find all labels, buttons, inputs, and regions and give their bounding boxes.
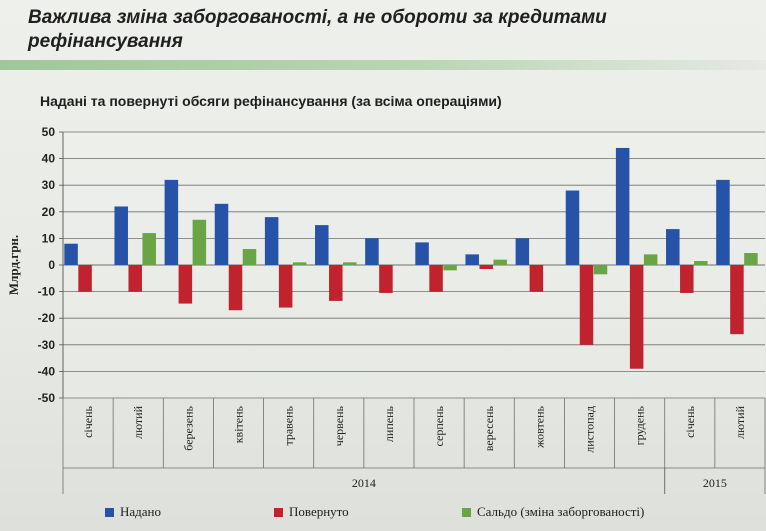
y-tick-label: 10 [42, 231, 56, 245]
x-tick-label: липень [382, 405, 396, 442]
bar-1 [64, 243, 78, 265]
x-tick-label: січень [81, 405, 95, 437]
y-tick-label: -20 [38, 311, 56, 325]
x-tick-label: січень [683, 405, 697, 437]
legend-item: Сальдо (зміна заборгованості) [462, 504, 644, 520]
y-tick-label: 0 [48, 258, 55, 272]
bar-1 [716, 179, 730, 265]
chart-title: Надані та повернуті обсяги рефінансуванн… [40, 93, 502, 109]
x-tick-label: серпень [432, 405, 446, 446]
legend-label: Сальдо (зміна заборгованості) [477, 504, 645, 519]
y-tick-label: -50 [38, 391, 56, 405]
x-tick-label: лютий [131, 405, 145, 438]
y-tick-label: 30 [42, 178, 56, 192]
y-tick-label: 40 [42, 152, 56, 166]
bar-3 [493, 259, 507, 265]
year-label: 2015 [703, 476, 727, 490]
x-tick-label: вересень [482, 405, 496, 451]
x-tick-label: листопад [583, 406, 597, 453]
x-tick-label: грудень [633, 405, 647, 445]
bar-3 [242, 249, 257, 265]
year-label: 2014 [352, 476, 376, 490]
bar-2 [529, 265, 544, 292]
bar-1 [515, 238, 530, 265]
bar-1 [264, 217, 279, 265]
bar-1 [114, 206, 128, 265]
y-tick-label: -30 [38, 338, 56, 352]
bar-1 [465, 254, 479, 265]
bar-1 [415, 242, 429, 265]
bar-2 [429, 265, 443, 292]
legend-swatch [462, 507, 471, 517]
bar-3 [292, 262, 307, 265]
bar-1 [565, 190, 580, 265]
bar-2 [78, 265, 92, 292]
legend-swatch [274, 507, 283, 517]
bar-3 [593, 265, 608, 275]
bar-3 [694, 261, 708, 265]
bar-3 [192, 219, 207, 265]
bar-2 [329, 265, 343, 301]
bar-1 [666, 229, 680, 265]
bar-2 [479, 265, 493, 269]
title-divider [0, 60, 766, 70]
bar-1 [315, 225, 329, 265]
bar-2 [680, 265, 694, 293]
bar-1 [365, 238, 379, 265]
x-tick-label: квітень [232, 405, 246, 443]
bar-1 [164, 179, 179, 265]
x-tick-label: червень [332, 405, 346, 446]
bar-3 [142, 233, 156, 265]
legend-label: Надано [120, 504, 161, 519]
legend-swatch [105, 507, 114, 517]
y-tick-label: 50 [42, 125, 56, 139]
legend-item: Повернуто [274, 504, 349, 520]
legend-item: Надано [105, 504, 161, 520]
bar-3 [643, 254, 658, 265]
bar-1 [615, 147, 630, 265]
bar-3 [744, 253, 758, 265]
bar-2 [228, 265, 243, 311]
legend-label: Повернуто [289, 504, 349, 519]
y-axis-title: Млрд.грн. [6, 235, 21, 295]
bar-2 [579, 265, 594, 345]
bar-2 [730, 265, 744, 335]
bar-3 [443, 265, 457, 271]
slide-title: Важлива зміна заборгованості, а не оборо… [28, 7, 607, 52]
y-tick-label: 20 [42, 205, 56, 219]
x-tick-label: жовтень [532, 405, 546, 448]
bar-2 [178, 265, 193, 304]
x-tick-label: травень [282, 405, 296, 445]
bar-1 [214, 203, 229, 265]
bar-2 [379, 265, 393, 293]
bar-2 [128, 265, 142, 292]
bar-3 [343, 262, 357, 265]
y-tick-label: -40 [38, 364, 56, 378]
x-tick-label: березень [181, 405, 195, 450]
bar-2 [278, 265, 293, 308]
chart-legend: Надано Повернуто Сальдо (зміна заборговано… [0, 504, 766, 524]
y-tick-label: -10 [38, 285, 56, 299]
bar-2 [629, 265, 644, 369]
x-tick-label: лютий [733, 405, 747, 438]
